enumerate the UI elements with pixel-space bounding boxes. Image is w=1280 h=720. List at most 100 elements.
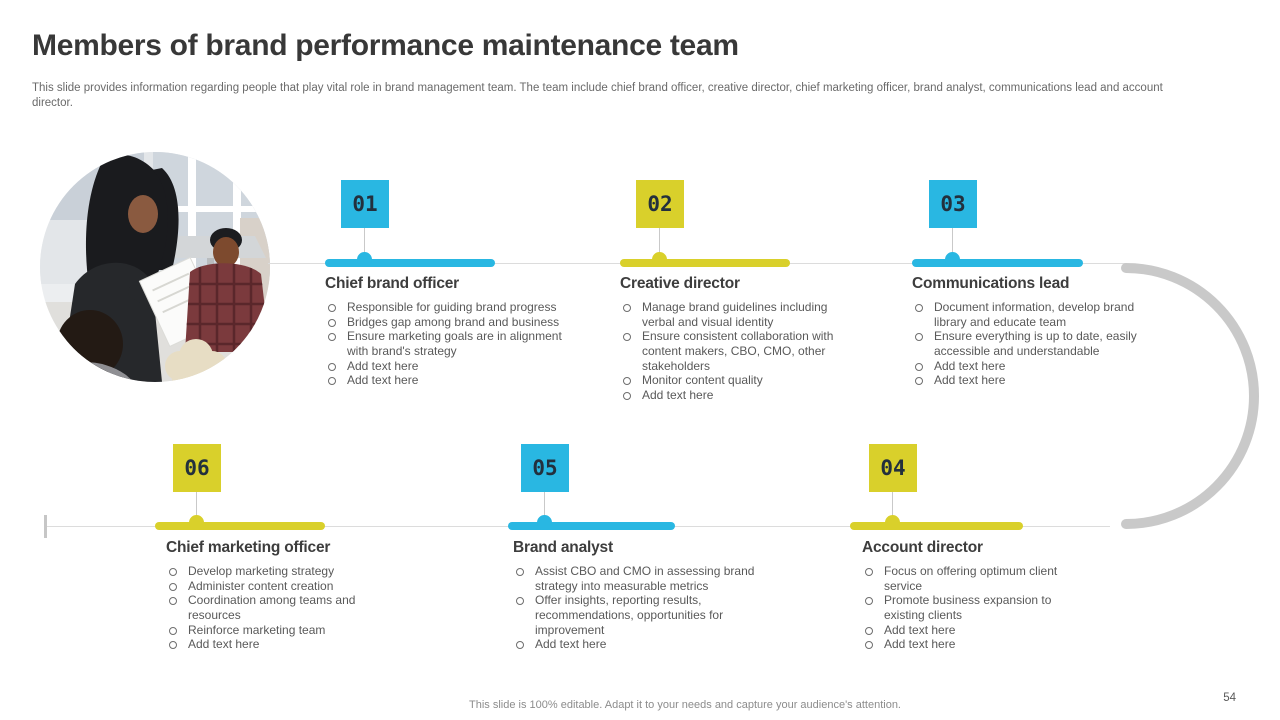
bullet-text: Offer insights, reporting results, recom…	[535, 593, 724, 637]
bullet-item: Ensure consistent collaboration with con…	[620, 329, 852, 373]
milestone-01-content: Chief brand officer Responsible for guid…	[325, 275, 585, 388]
bullet-text: Add text here	[934, 373, 1006, 388]
bullet-item: Focus on offering optimum client service	[862, 564, 1074, 593]
bullet-item: Add text here	[325, 373, 585, 388]
bullet-text: Coordination among teams and resources	[188, 593, 356, 622]
milestone-03-number: 03	[929, 180, 977, 228]
milestone-03-bar	[912, 259, 1083, 267]
bullet-text: Add text here	[642, 387, 714, 402]
role-bullets: Develop marketing strategy Administer co…	[166, 564, 356, 652]
bullet-item: Add text here	[912, 373, 1159, 388]
milestone-04-content: Account director Focus on offering optim…	[862, 539, 1074, 652]
role-bullets: Document information, develop brand libr…	[912, 300, 1159, 388]
bullet-text: Add text here	[884, 622, 956, 637]
bullet-item: Offer insights, reporting results, recom…	[513, 593, 770, 637]
bullet-item: Add text here	[325, 359, 585, 374]
bullet-text: Ensure everything is up to date, easily …	[934, 329, 1137, 358]
milestone-01-number: 01	[341, 180, 389, 228]
role-title-brand-analyst: Brand analyst	[513, 539, 613, 556]
milestone-04-connector	[892, 492, 893, 517]
milestone-05-number: 05	[521, 444, 569, 492]
timeline-start-tick	[44, 515, 47, 538]
bullet-circle-icon	[169, 626, 177, 635]
bullet-item: Add text here	[513, 637, 770, 652]
bullet-circle-icon	[623, 391, 631, 400]
bullet-item: Add text here	[166, 637, 356, 652]
bullet-circle-icon	[915, 377, 923, 386]
role-bullets: Assist CBO and CMO in assessing brand st…	[513, 564, 770, 652]
bullet-item: Coordination among teams and resources	[166, 593, 356, 622]
bullet-text: Ensure consistent collaboration with con…	[642, 329, 834, 373]
bullet-item: Responsible for guiding brand progress	[325, 300, 585, 315]
bullet-circle-icon	[623, 333, 631, 342]
bullet-item: Add text here	[620, 388, 852, 403]
milestone-04-number: 04	[869, 444, 917, 492]
milestone-01-connector	[364, 228, 365, 254]
role-bullets: Focus on offering optimum client service…	[862, 564, 1074, 652]
bullet-text: Administer content creation	[188, 578, 334, 593]
milestone-01-bar	[325, 259, 495, 267]
bullet-item: Add text here	[862, 623, 1074, 638]
bullet-circle-icon	[328, 318, 336, 327]
bullet-text: Add text here	[188, 637, 260, 652]
bullet-circle-icon	[169, 597, 177, 606]
page-number: 54	[1223, 692, 1236, 704]
milestone-03-content: Communications lead Document information…	[912, 275, 1159, 388]
milestone-02-content: Creative director Manage brand guideline…	[620, 275, 852, 402]
milestone-02-number: 02	[636, 180, 684, 228]
bullet-circle-icon	[865, 641, 873, 650]
bullet-text: Manage brand guidelines including verbal…	[642, 300, 828, 329]
bullet-text: Document information, develop brand libr…	[934, 300, 1135, 329]
milestone-04-bar	[850, 522, 1023, 530]
bullet-circle-icon	[328, 333, 336, 342]
milestone-03-dot	[945, 252, 960, 267]
bullet-item: Monitor content quality	[620, 373, 852, 388]
bullet-text: Assist CBO and CMO in assessing brand st…	[535, 564, 755, 593]
bullet-circle-icon	[169, 641, 177, 650]
milestone-05-content: Brand analyst Assist CBO and CMO in asse…	[513, 539, 770, 652]
bullet-circle-icon	[915, 362, 923, 371]
bullet-item: Ensure everything is up to date, easily …	[912, 329, 1159, 358]
team-photo-illustration	[40, 152, 270, 382]
bullet-circle-icon	[865, 626, 873, 635]
bullet-item: Develop marketing strategy	[166, 564, 356, 579]
milestone-06-content: Chief marketing officer Develop marketin…	[166, 539, 356, 652]
bullet-circle-icon	[865, 597, 873, 606]
bullet-circle-icon	[328, 304, 336, 312]
bullet-text: Develop marketing strategy	[188, 564, 335, 578]
role-title-chief-marketing-officer: Chief marketing officer	[166, 539, 331, 556]
milestone-05-bar	[508, 522, 675, 530]
bullet-text: Bridges gap among brand and business	[347, 314, 560, 329]
milestone-02-connector	[659, 228, 660, 254]
bullet-circle-icon	[516, 568, 524, 576]
page-subtitle: This slide provides information regardin…	[32, 82, 1163, 109]
role-title-communications-lead: Communications lead	[912, 275, 1070, 292]
bullet-item: Bridges gap among brand and business	[325, 315, 585, 330]
team-discussion-photo	[40, 152, 270, 382]
bullet-item: Document information, develop brand libr…	[912, 300, 1159, 329]
bullet-text: Reinforce marketing team	[188, 622, 326, 637]
milestone-04-dot	[885, 515, 900, 530]
milestone-06-connector	[196, 492, 197, 517]
role-bullets: Responsible for guiding brand progress B…	[325, 300, 585, 388]
bullet-circle-icon	[915, 304, 923, 312]
bullet-item: Assist CBO and CMO in assessing brand st…	[513, 564, 770, 593]
milestone-06-number: 06	[173, 444, 221, 492]
milestone-02-bar	[620, 259, 790, 267]
bullet-circle-icon	[328, 377, 336, 386]
bullet-circle-icon	[516, 597, 524, 606]
footer-note: This slide is 100% editable. Adapt it to…	[469, 699, 901, 711]
bullet-circle-icon	[328, 362, 336, 371]
bullet-text: Add text here	[347, 358, 419, 373]
bullet-circle-icon	[865, 568, 873, 576]
milestone-03-connector	[952, 228, 953, 254]
milestone-01-dot	[357, 252, 372, 267]
milestone-05-dot	[537, 515, 552, 530]
bullet-circle-icon	[169, 568, 177, 576]
bullet-item: Administer content creation	[166, 579, 356, 594]
page-title: Members of brand performance maintenance…	[32, 29, 739, 62]
bullet-text: Ensure marketing goals are in alignment …	[347, 329, 562, 358]
milestone-02-dot	[652, 252, 667, 267]
bullet-item: Promote business expansion to existing c…	[862, 593, 1074, 622]
